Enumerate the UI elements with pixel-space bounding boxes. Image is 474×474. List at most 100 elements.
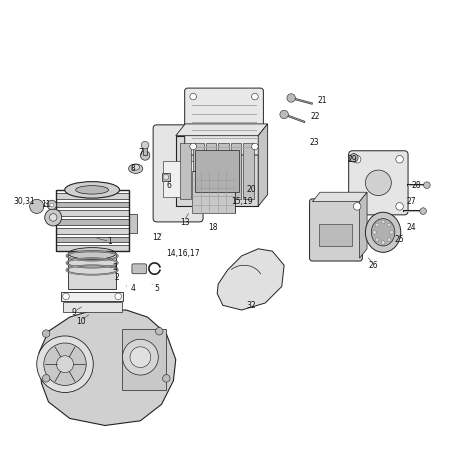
Circle shape [155, 328, 163, 335]
Bar [68, 254, 116, 289]
Text: 21: 21 [317, 96, 327, 105]
Text: 22: 22 [310, 112, 319, 121]
Bar [55, 246, 128, 251]
Circle shape [390, 230, 393, 234]
Text: 8: 8 [131, 164, 136, 173]
Circle shape [280, 110, 288, 118]
Circle shape [47, 200, 56, 210]
Bar [243, 143, 254, 199]
Ellipse shape [128, 164, 143, 173]
Polygon shape [39, 310, 176, 426]
Text: 15,19: 15,19 [231, 197, 253, 206]
Circle shape [354, 155, 361, 163]
Circle shape [381, 241, 385, 245]
Bar [55, 210, 128, 216]
Bar [128, 214, 137, 233]
Text: 25: 25 [395, 235, 404, 244]
Circle shape [130, 347, 151, 367]
Ellipse shape [76, 186, 109, 194]
Bar [192, 171, 235, 213]
Text: 10: 10 [77, 317, 86, 326]
Circle shape [163, 374, 170, 382]
Text: 24: 24 [407, 223, 416, 232]
Bar [55, 219, 128, 225]
FancyBboxPatch shape [185, 88, 264, 155]
Text: 11: 11 [41, 200, 51, 209]
Circle shape [396, 155, 403, 163]
Circle shape [252, 143, 258, 150]
Ellipse shape [65, 182, 119, 198]
Circle shape [115, 293, 121, 300]
Circle shape [375, 223, 379, 227]
Circle shape [140, 151, 150, 160]
Circle shape [387, 238, 391, 242]
Polygon shape [359, 192, 367, 258]
Text: 9: 9 [72, 308, 77, 317]
Circle shape [420, 208, 427, 214]
Text: 27: 27 [407, 197, 416, 206]
Text: 14,16,17: 14,16,17 [166, 249, 200, 258]
Polygon shape [312, 192, 367, 201]
Text: 4: 4 [131, 284, 136, 293]
Circle shape [287, 94, 295, 102]
Circle shape [424, 182, 430, 189]
Text: 5: 5 [155, 284, 159, 293]
Circle shape [122, 339, 158, 375]
Circle shape [49, 214, 57, 221]
Circle shape [45, 209, 62, 226]
Text: 6: 6 [166, 181, 171, 190]
Circle shape [163, 174, 169, 180]
FancyBboxPatch shape [132, 264, 146, 274]
Circle shape [30, 199, 44, 213]
Bar [206, 143, 216, 199]
Text: 32: 32 [246, 301, 256, 310]
Bar [55, 193, 128, 199]
Text: 20: 20 [246, 185, 256, 194]
Circle shape [354, 202, 361, 210]
Text: 1: 1 [108, 237, 112, 246]
Circle shape [42, 330, 50, 337]
Text: 7: 7 [138, 148, 143, 157]
Ellipse shape [365, 170, 392, 196]
Bar [181, 143, 191, 199]
Circle shape [396, 202, 403, 210]
Bar [55, 190, 128, 251]
Circle shape [56, 356, 73, 373]
Text: 12: 12 [152, 233, 162, 241]
Ellipse shape [371, 219, 395, 246]
Circle shape [141, 141, 149, 149]
Bar [63, 302, 122, 312]
Bar [163, 161, 194, 197]
Bar [195, 150, 239, 192]
Ellipse shape [365, 212, 401, 252]
Circle shape [381, 220, 385, 224]
FancyBboxPatch shape [153, 125, 203, 222]
Text: 28: 28 [411, 181, 421, 190]
Bar [143, 145, 147, 155]
Circle shape [190, 93, 197, 100]
Polygon shape [217, 249, 284, 310]
Polygon shape [176, 124, 268, 136]
FancyBboxPatch shape [349, 151, 408, 215]
Text: 18: 18 [209, 223, 218, 232]
Circle shape [42, 374, 50, 382]
Bar [162, 173, 170, 182]
Circle shape [63, 293, 69, 300]
Circle shape [375, 238, 379, 242]
Bar [176, 136, 258, 206]
Text: 29: 29 [347, 155, 357, 164]
Text: 3: 3 [112, 263, 117, 272]
Text: 23: 23 [310, 138, 319, 147]
FancyBboxPatch shape [310, 199, 362, 261]
Ellipse shape [68, 247, 116, 259]
Bar [231, 143, 241, 199]
Bar [218, 143, 229, 199]
Bar [55, 237, 128, 242]
Bar [319, 224, 353, 246]
Circle shape [350, 154, 358, 162]
Bar [193, 143, 204, 199]
Ellipse shape [132, 164, 139, 170]
Circle shape [190, 143, 197, 150]
Circle shape [387, 223, 391, 227]
Text: 26: 26 [369, 261, 378, 270]
